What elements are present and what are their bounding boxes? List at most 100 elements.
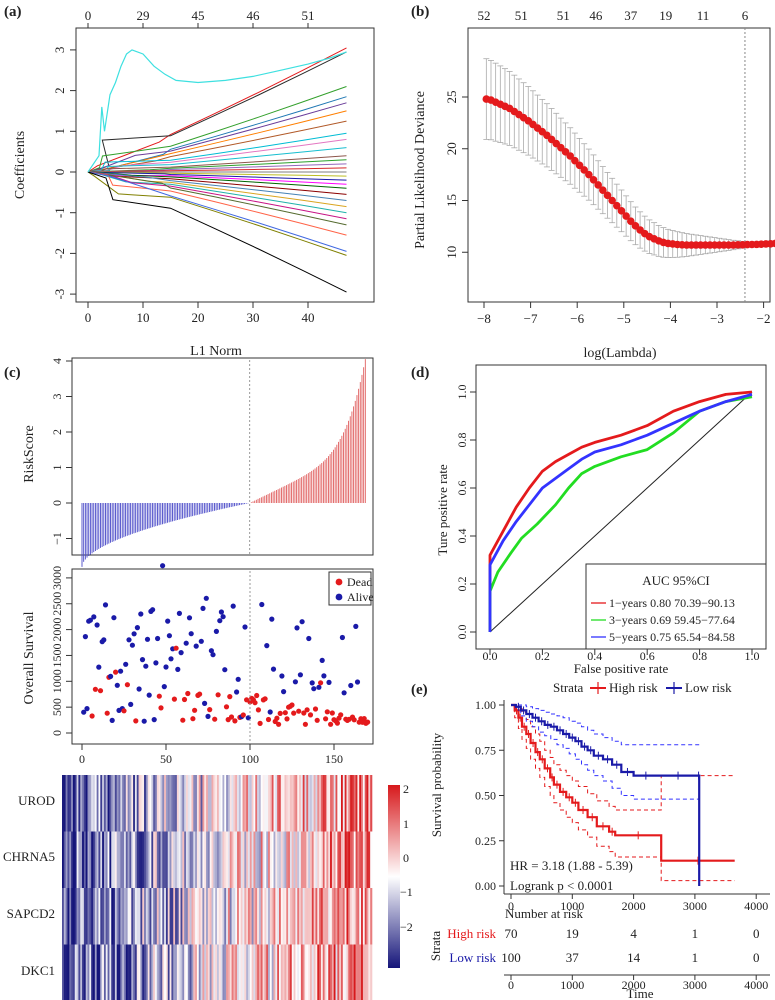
heat-cell-2-109 <box>260 888 263 945</box>
heat-cell-3-45 <box>144 944 147 1000</box>
a-toptick-label-1: 29 <box>137 8 150 23</box>
a-ytick-label-3: 0 <box>52 169 67 176</box>
surv-xtick-label-0: 0 <box>79 752 85 766</box>
heat-cell-2-146 <box>328 888 331 945</box>
heat-cell-0-0 <box>62 775 65 832</box>
heat-cell-0-89 <box>224 775 227 832</box>
heat-cell-2-115 <box>271 888 274 945</box>
heat-cell-0-161 <box>355 775 358 832</box>
heat-cell-0-150 <box>335 775 338 832</box>
heat-cell-2-69 <box>187 888 190 945</box>
heat-cell-1-2 <box>65 831 68 888</box>
heat-cell-2-44 <box>142 888 145 945</box>
risk-ytick-label-3: 2 <box>50 429 64 435</box>
panel-c-gene-labels: UROD CHRNA5 SAPCD2 DKC1 <box>3 793 55 978</box>
heat-cell-0-53 <box>158 775 161 832</box>
heat-cell-3-62 <box>175 944 178 1000</box>
heat-cell-0-80 <box>207 775 210 832</box>
heat-cell-1-3 <box>67 831 70 888</box>
heat-cell-0-40 <box>134 775 138 832</box>
heat-cell-1-61 <box>173 831 176 888</box>
hr-text: HR = 3.18 (1.88 - 5.39) <box>510 858 633 873</box>
heat-cell-3-57 <box>165 944 169 1000</box>
heat-cell-2-24 <box>105 888 108 945</box>
survival-point-74 <box>203 595 209 601</box>
heat-cell-1-101 <box>246 831 249 888</box>
b-point-23 <box>589 176 598 184</box>
heat-cell-1-156 <box>346 831 349 888</box>
heat-cell-0-114 <box>269 775 272 832</box>
heat-cell-3-64 <box>178 944 181 1000</box>
survival-point-164 <box>354 679 361 685</box>
survival-point-114 <box>270 666 277 672</box>
heat-cell-2-85 <box>217 888 220 945</box>
heat-cell-0-1 <box>63 775 66 832</box>
b-point-21 <box>580 166 588 174</box>
heat-cell-2-34 <box>124 888 127 945</box>
heat-cell-1-68 <box>186 831 189 888</box>
heat-cell-3-106 <box>255 944 258 1000</box>
heat-cell-0-75 <box>198 775 201 832</box>
heat-cell-0-122 <box>284 775 287 832</box>
survival-point-50 <box>163 664 169 670</box>
heat-cell-3-35 <box>125 944 128 1000</box>
heat-cell-3-31 <box>118 944 121 1000</box>
gene-label-dkc1: DKC1 <box>21 963 55 978</box>
km-curve-1 <box>511 703 701 886</box>
heat-cell-1-143 <box>322 831 325 888</box>
heat-cell-3-114 <box>269 944 272 1000</box>
a-toptick-label-0: 0 <box>85 8 92 23</box>
heat-cell-2-137 <box>311 888 314 945</box>
a-xtick-label-2: 20 <box>192 310 205 325</box>
heat-cell-3-84 <box>215 944 218 1000</box>
heat-cell-1-122 <box>284 831 287 888</box>
survival-point-156 <box>341 690 347 696</box>
scale-tick-0: 0 <box>403 851 409 865</box>
heat-cell-0-111 <box>264 775 267 832</box>
heat-cell-3-128 <box>295 944 298 1000</box>
survival-point-61 <box>181 696 188 703</box>
heat-cell-1-145 <box>326 831 329 888</box>
survival-point-67 <box>192 707 198 713</box>
coef-path-20 <box>87 171 347 201</box>
heat-cell-3-141 <box>319 944 322 1000</box>
heat-cell-0-102 <box>248 775 251 832</box>
heat-cell-2-22 <box>102 888 105 945</box>
heat-cell-1-169 <box>370 831 373 888</box>
heat-cell-0-72 <box>193 775 196 832</box>
legend-high-risk: High risk <box>609 680 658 695</box>
b-xtick-label-1: −7 <box>524 311 538 326</box>
heat-cell-3-13 <box>85 944 88 1000</box>
heat-cell-2-28 <box>113 888 116 945</box>
heat-cell-0-167 <box>366 775 369 832</box>
heat-cell-1-134 <box>306 831 309 888</box>
survival-point-1 <box>81 709 87 715</box>
survival-point-91 <box>232 718 238 724</box>
heat-cell-0-10 <box>80 775 83 832</box>
heat-cell-2-31 <box>118 888 121 945</box>
heat-cell-0-29 <box>114 775 117 832</box>
heat-cell-2-60 <box>171 888 174 945</box>
heat-cell-1-132 <box>302 831 305 888</box>
heat-cell-1-138 <box>313 831 316 888</box>
survival-point-19 <box>111 615 117 621</box>
survival-point-14 <box>102 602 109 608</box>
heat-cell-3-146 <box>328 944 331 1000</box>
heat-cell-0-128 <box>295 775 298 832</box>
heat-cell-2-59 <box>169 888 172 945</box>
survival-point-76 <box>207 707 213 713</box>
survival-point-131 <box>299 619 305 625</box>
survival-point-42 <box>150 607 156 613</box>
heat-cell-1-28 <box>113 831 116 888</box>
legend-dead: Dead <box>347 575 372 589</box>
heat-cell-1-167 <box>366 831 369 888</box>
b-xtick-label-4: −4 <box>663 311 677 326</box>
survival-point-83 <box>218 609 224 615</box>
heat-cell-2-151 <box>337 888 340 945</box>
heat-cell-2-9 <box>78 888 81 945</box>
survival-point-163 <box>353 623 359 630</box>
heat-cell-1-108 <box>258 831 262 888</box>
survival-point-154 <box>338 712 344 718</box>
survival-point-88 <box>227 694 233 700</box>
heat-cell-2-135 <box>308 888 311 945</box>
